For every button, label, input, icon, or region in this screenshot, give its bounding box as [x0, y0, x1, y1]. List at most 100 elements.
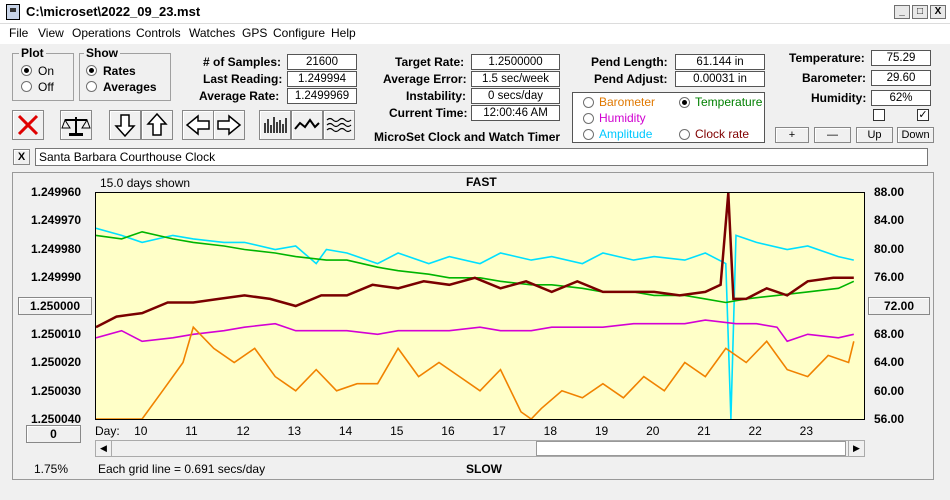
barometer-label: Barometer:	[802, 71, 867, 85]
day-axis-label: Day:	[95, 424, 120, 438]
menu-operations[interactable]: Operations	[72, 26, 131, 40]
plot-off-label: Off	[38, 80, 54, 94]
avg-rate-field: 1.2499969	[287, 88, 357, 104]
pend-length-field[interactable]: 61.144 in	[675, 54, 765, 70]
temperature-field: 75.29	[871, 50, 931, 66]
x-tick-label: 14	[338, 424, 353, 438]
x-tick-label: 12	[236, 424, 250, 438]
target-rate-field[interactable]: 1.2500000	[471, 54, 560, 70]
y-right-tick: 68.00	[874, 327, 905, 341]
x-tick-label: 23	[799, 424, 814, 438]
stop-button[interactable]	[12, 110, 44, 140]
menu-file[interactable]: File	[9, 26, 29, 40]
menu-help[interactable]: Help	[331, 26, 356, 40]
y-right-tick: 76.00	[874, 270, 905, 284]
move-left-button[interactable]	[182, 110, 214, 140]
humidity-label: Humidity:	[811, 91, 867, 105]
pend-adjust-field: 0.00031 in	[675, 71, 765, 87]
plot-on-label: On	[38, 64, 55, 78]
checkbox-2[interactable]: ✓	[917, 109, 929, 121]
close-button[interactable]: X	[930, 5, 946, 19]
percent-label: 1.75%	[34, 462, 69, 476]
bars-view-button[interactable]	[259, 110, 291, 140]
y-left-tick: 1.250010	[31, 327, 82, 341]
samples-field: 21600	[287, 54, 357, 70]
pend-adjust-label: Pend Adjust:	[594, 72, 668, 86]
scale-down-button[interactable]: Down	[897, 127, 934, 143]
bottom-offset-button[interactable]: 0	[26, 425, 81, 443]
series-line-3	[96, 319, 854, 343]
overlay-temperature-label: Temperature	[695, 95, 763, 109]
y-left-tick: 1.250040	[31, 412, 82, 426]
wave-view-button[interactable]	[323, 110, 355, 140]
chart-svg	[96, 193, 855, 419]
x-tick-label: 13	[287, 424, 302, 438]
days-shown-label: 15.0 days shown	[100, 176, 191, 190]
time-scrollbar[interactable]: ◀ ▶	[95, 440, 865, 457]
x-tick-label: 22	[748, 424, 762, 438]
overlay-amplitude-radio[interactable]	[583, 129, 594, 140]
menu-view[interactable]: View	[38, 26, 64, 40]
right-scale-button[interactable]: 72.00	[868, 297, 930, 315]
maximize-button[interactable]: □	[912, 5, 928, 19]
menu-configure[interactable]: Configure	[273, 26, 326, 40]
show-group	[79, 53, 171, 101]
plot-on-radio[interactable]	[21, 65, 32, 76]
barometer-field: 29.60	[871, 70, 931, 86]
minimize-button[interactable]: _	[894, 5, 910, 19]
scroll-left-icon[interactable]: ◀	[96, 441, 112, 456]
fast-label: FAST	[466, 175, 497, 189]
line-view-button[interactable]	[291, 110, 323, 140]
y-left-tick: 1.249970	[31, 213, 82, 227]
x-tick-label: 21	[697, 424, 711, 438]
overlay-barometer-label: Barometer	[599, 95, 656, 109]
bar-graph-icon	[264, 117, 287, 133]
left-scale-button[interactable]: 1.250000	[18, 297, 92, 315]
move-down-button[interactable]	[109, 110, 141, 140]
overlay-selector	[572, 92, 765, 143]
series-line-1	[96, 230, 855, 304]
arrow-up-icon	[146, 112, 168, 136]
temperature-label: Temperature:	[789, 51, 865, 65]
plot-off-radio[interactable]	[21, 81, 32, 92]
overlay-humidity-radio[interactable]	[583, 113, 594, 124]
grid-note: Each grid line = 0.691 secs/day	[98, 462, 266, 476]
overlay-barometer-radio[interactable]	[583, 97, 594, 108]
menu-gps[interactable]: GPS	[242, 26, 268, 40]
y-right-tick: 88.00	[874, 185, 905, 199]
arrow-down-icon	[114, 114, 136, 138]
instability-label: Instability:	[406, 89, 467, 103]
close-watch-button[interactable]: X	[13, 149, 30, 165]
y-right-tick: 80.00	[874, 242, 905, 256]
x-tick-label: 19	[594, 424, 609, 438]
show-averages-radio[interactable]	[86, 81, 97, 92]
watch-name-field[interactable]: Santa Barbara Courthouse Clock	[35, 148, 928, 166]
show-averages-label: Averages	[103, 80, 157, 94]
y-right-tick: 84.00	[874, 213, 905, 227]
x-tick-label: 10	[134, 424, 148, 438]
checkbox-1[interactable]	[873, 109, 885, 121]
scale-up-button[interactable]: Up	[856, 127, 893, 143]
menu-controls[interactable]: Controls	[136, 26, 181, 40]
scroll-thumb[interactable]	[536, 441, 846, 456]
last-reading-field: 1.249994	[287, 71, 357, 87]
y-right-tick: 64.00	[874, 355, 905, 369]
title-bar: C:\microset\2022_09_23.mst _ □ X	[0, 0, 950, 24]
overlay-clockrate-radio[interactable]	[679, 129, 690, 140]
scale-plus-button[interactable]: +	[775, 127, 809, 143]
move-up-button[interactable]	[141, 110, 173, 140]
scroll-right-icon[interactable]: ▶	[848, 441, 864, 456]
show-rates-radio[interactable]	[86, 65, 97, 76]
x-tick-label: 11	[185, 424, 198, 438]
overlay-amplitude-label: Amplitude	[599, 127, 653, 141]
y-left-tick: 1.249960	[31, 185, 82, 199]
app-icon[interactable]	[6, 4, 20, 20]
y-right-tick: 56.00	[874, 412, 905, 426]
balance-button[interactable]	[60, 110, 92, 140]
menu-watches[interactable]: Watches	[189, 26, 236, 40]
humidity-field: 62%	[871, 90, 931, 106]
overlay-temperature-radio[interactable]	[679, 97, 690, 108]
move-right-button[interactable]	[213, 110, 245, 140]
plot-group-title: Plot	[19, 46, 46, 60]
scale-minus-button[interactable]: —	[814, 127, 851, 143]
